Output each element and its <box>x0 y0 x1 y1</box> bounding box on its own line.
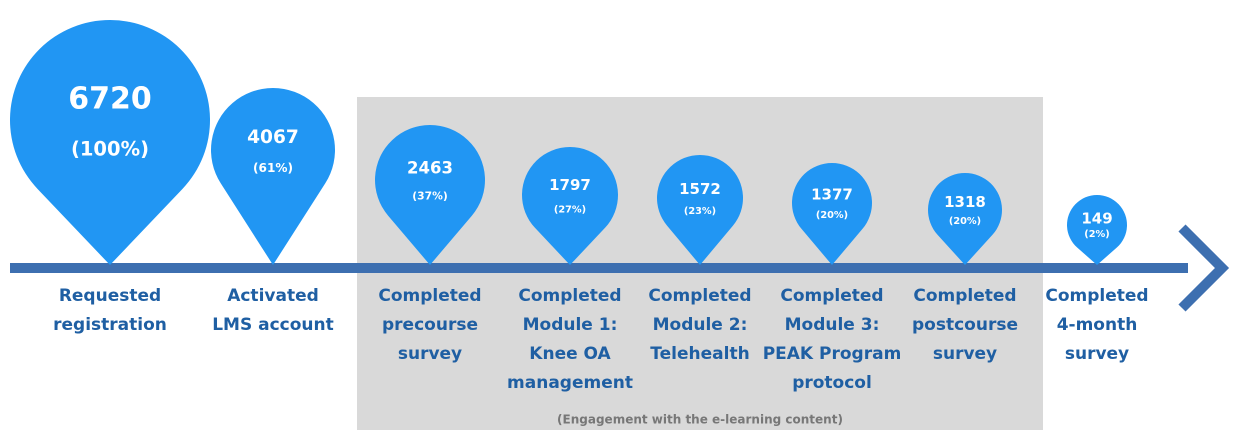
stage-label: survey <box>1065 344 1129 364</box>
stage-label: 4-month <box>1057 315 1138 335</box>
stage-value: 4067 <box>247 127 299 148</box>
stage-label: Completed <box>1045 286 1148 306</box>
stage-label: Knee OA <box>529 344 611 364</box>
stage-percent: (27%) <box>554 204 586 215</box>
stage-label: registration <box>53 315 167 335</box>
timeline-arrow <box>1178 224 1230 312</box>
stage-label: Completed <box>913 286 1016 306</box>
stage-label: precourse <box>382 315 478 335</box>
stage-value: 1377 <box>811 186 853 204</box>
stage-value: 1318 <box>944 193 986 211</box>
stage-percent: (20%) <box>949 216 981 227</box>
pin <box>375 125 485 265</box>
pin <box>928 173 1002 265</box>
stage-label: survey <box>933 344 997 364</box>
stage-label: Completed <box>378 286 481 306</box>
stage-percent: (2%) <box>1084 229 1109 240</box>
pin <box>657 155 743 265</box>
stage-value: 1572 <box>679 180 721 198</box>
stage-label: postcourse <box>912 315 1018 335</box>
pin <box>210 87 335 265</box>
pin <box>522 147 618 265</box>
stage-label: LMS account <box>212 315 334 335</box>
stage-label: management <box>507 373 633 393</box>
stage-label: Requested <box>59 286 161 306</box>
stage-value: 2463 <box>407 159 453 178</box>
stage-label: Completed <box>780 286 883 306</box>
stage-percent: (100%) <box>71 138 149 161</box>
timeline <box>10 263 1188 273</box>
stage-label: Activated <box>227 286 319 306</box>
stage-label: survey <box>398 344 462 364</box>
stage-value: 1797 <box>549 176 591 194</box>
stage-label: PEAK Program <box>763 344 902 364</box>
stage-percent: (20%) <box>816 210 848 221</box>
stage-value: 6720 <box>68 82 152 117</box>
stage-label: Module 1: <box>523 315 618 335</box>
caption: (Engagement with the e-learning content) <box>557 413 843 427</box>
stage-percent: (23%) <box>684 206 716 217</box>
pin <box>1067 195 1128 265</box>
stage-percent: (37%) <box>412 190 447 203</box>
stage-label: protocol <box>792 373 872 393</box>
stage-label: Telehealth <box>650 344 749 364</box>
stage-label: Completed <box>648 286 751 306</box>
stage-value: 149 <box>1081 210 1112 228</box>
stage-label: Module 3: <box>785 315 880 335</box>
stage-label: Module 2: <box>653 315 748 335</box>
stage-percent: (61%) <box>253 161 293 175</box>
pin <box>792 162 872 265</box>
pin <box>9 19 210 265</box>
stage-label: Completed <box>518 286 621 306</box>
